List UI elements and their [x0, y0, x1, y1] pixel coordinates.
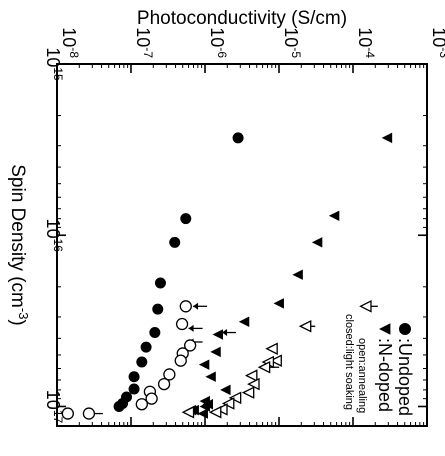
undoped-light-soaked-point	[232, 132, 244, 144]
n-doped-annealed-point	[208, 405, 222, 419]
n-doped-annealed-point	[215, 403, 228, 416]
undoped-light-soaked-point	[128, 383, 140, 395]
n-doped-annealed-point	[257, 360, 271, 374]
x-tick-label: 10-8	[59, 27, 81, 58]
n-doped-light-soaked-point	[220, 384, 231, 396]
n-doped-annealed-point	[269, 354, 282, 367]
n-doped-annealed-point	[244, 369, 258, 382]
n-doped-light-soaked-point	[212, 329, 223, 340]
n-doped-light-soaked-point	[273, 298, 284, 309]
data-markers	[61, 132, 393, 420]
plot-frame	[56, 63, 428, 427]
undoped-annealed-point	[163, 368, 176, 381]
legend-undoped-marker	[399, 323, 411, 335]
y-tick-label: 1016	[43, 219, 65, 253]
arrow-head	[222, 329, 228, 337]
legend-note-open: open:annealing	[356, 338, 368, 413]
n-doped-light-soaked-point	[328, 210, 340, 222]
legend-undoped-label: :Undoped	[395, 338, 415, 416]
n-doped-annealed-point	[265, 342, 278, 356]
x-axis-title: Photoconductivity (S/cm)	[137, 8, 347, 29]
x-tick-label: 10-3	[429, 27, 445, 58]
legend-n-doped-label: :N-doped	[375, 338, 395, 412]
n-doped-annealed-point	[241, 386, 255, 399]
y-tick-label: 1015	[43, 47, 65, 81]
undoped-annealed-point	[82, 407, 96, 420]
n-doped-light-soaked-point	[198, 359, 210, 370]
legend-n-doped-marker	[379, 323, 391, 335]
legend: :Undoped:N-doped open:annealingclosed:lig…	[343, 314, 415, 416]
undoped-annealed-point	[145, 392, 158, 405]
undoped-annealed-point	[174, 354, 187, 367]
undoped-annealed-point	[175, 317, 189, 331]
undoped-light-soaked-point	[169, 236, 181, 248]
axis-labels: Photoconductivity (S/cm) Spin Density (cm…	[7, 8, 347, 326]
y-axis-title: Spin Density (cm-3)	[7, 164, 31, 326]
plot-border	[56, 63, 428, 427]
n-doped-annealed-point	[228, 391, 242, 405]
n-doped-light-soaked-point	[197, 408, 208, 419]
x-tick-label: 10-4	[355, 27, 377, 58]
n-doped-annealed-point	[221, 397, 235, 410]
x-tick-label: 10-6	[207, 27, 229, 58]
undoped-annealed-point	[135, 398, 148, 411]
undoped-light-soaked-point	[140, 341, 152, 353]
n-doped-light-soaked-point	[238, 316, 250, 327]
undoped-annealed-point	[179, 300, 192, 313]
undoped-annealed-point	[61, 407, 74, 420]
undoped-light-soaked-point	[154, 277, 166, 289]
y-tick-label: 1017	[43, 390, 65, 424]
n-doped-light-soaked-point	[381, 132, 393, 144]
x-tick-label: 10-5	[281, 27, 303, 58]
undoped-light-soaked-point	[128, 371, 140, 383]
arrow-head	[193, 302, 199, 310]
arrow-head	[188, 324, 194, 332]
n-doped-annealed-point	[181, 405, 195, 419]
n-doped-light-soaked-point	[205, 371, 216, 382]
undoped-light-soaked-point	[152, 303, 164, 315]
x-tick-label: 10-7	[133, 27, 155, 58]
n-doped-light-soaked-point	[210, 346, 221, 358]
n-doped-annealed-point	[298, 319, 312, 333]
n-doped-annealed-point	[359, 300, 372, 313]
x-axis-ticks: 10-8 10-7 10-6 10-5 10-4 10-3	[56, 27, 445, 426]
undoped-light-soaked-point	[180, 213, 192, 225]
legend-note-closed: closed:light soaking	[343, 314, 355, 410]
undoped-annealed-point	[184, 339, 197, 352]
n-doped-light-soaked-point	[311, 237, 323, 248]
undoped-light-soaked-point	[149, 327, 161, 339]
undoped-annealed-point	[157, 377, 171, 391]
undoped-light-soaked-point	[136, 356, 148, 368]
n-doped-light-soaked-point	[292, 269, 303, 280]
y-axis-ticks: 1015 1016 1017	[43, 47, 427, 423]
undoped-light-soaked-point	[113, 400, 125, 412]
